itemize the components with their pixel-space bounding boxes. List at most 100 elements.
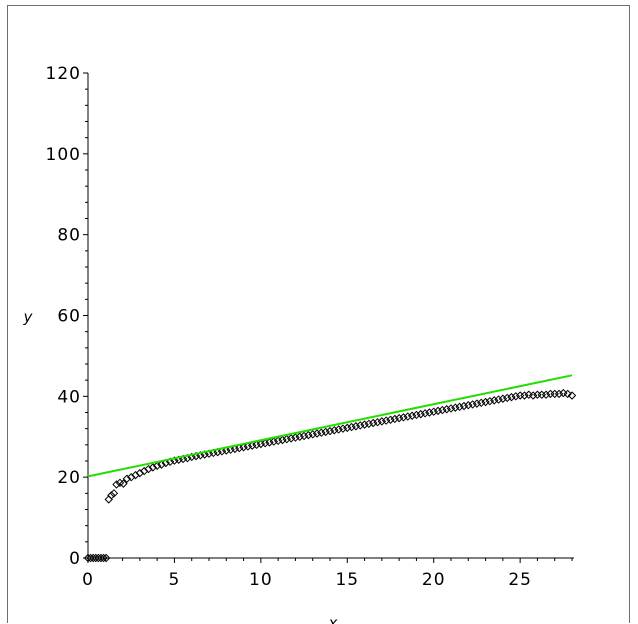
data-point: [119, 479, 128, 488]
data-point: [248, 441, 257, 450]
data-point: [347, 422, 356, 432]
y-tick-label: 40: [57, 387, 81, 407]
y-tick-label: 100: [46, 145, 81, 165]
x-tick-label: 0: [82, 570, 94, 590]
data-point: [144, 464, 153, 474]
data-point: [507, 392, 516, 402]
x-tick-label: 15: [335, 570, 359, 590]
data-point: [260, 439, 270, 448]
data-point: [494, 395, 503, 404]
data-point: [115, 478, 125, 488]
data-point: [459, 401, 469, 411]
data-point: [304, 430, 313, 440]
data-point: [373, 417, 382, 427]
data-point: [239, 443, 248, 452]
data-point: [563, 389, 572, 399]
data-point: [394, 413, 404, 423]
data-point: [550, 389, 559, 399]
data-point: [321, 427, 330, 437]
data-point: [252, 440, 261, 450]
data-point: [256, 439, 266, 449]
data-point: [381, 416, 391, 425]
data-point: [369, 418, 378, 428]
data-point: [109, 489, 119, 498]
data-point: [386, 415, 395, 424]
data-point: [122, 474, 132, 483]
data-point: [161, 458, 170, 468]
data-point: [451, 403, 460, 412]
data-point: [152, 461, 162, 471]
plot-frame: [7, 5, 630, 623]
data-point: [291, 433, 300, 442]
data-point: [446, 404, 456, 413]
x-axis-label: x: [328, 614, 338, 624]
data-point: [554, 389, 564, 399]
data-point: [477, 398, 486, 408]
y-axis-label: y: [23, 308, 34, 326]
data-point: [511, 392, 521, 401]
y-axis-ticks: 0 20 40 60 80 100 120: [46, 64, 88, 569]
data-point: [464, 401, 473, 410]
data-point: [112, 480, 121, 489]
data-point: [403, 412, 412, 421]
data-point: [360, 420, 369, 429]
data-point: [325, 426, 335, 436]
data-point: [338, 424, 348, 433]
data-point: [433, 406, 443, 416]
data-point: [442, 405, 451, 414]
x-axis-ticks: 0 5 10 15 20 25: [82, 558, 573, 590]
y-tick-label: 120: [46, 64, 81, 84]
data-point: [334, 425, 343, 434]
y-tick-label: 60: [57, 307, 81, 327]
data-point: [308, 430, 317, 439]
data-point: [269, 437, 279, 446]
data-point: [490, 396, 499, 405]
data-point: [286, 434, 296, 443]
data-point: [222, 446, 231, 455]
data-point: [343, 423, 352, 433]
x-tick-label: 20: [422, 570, 446, 590]
data-point: [528, 391, 538, 400]
data-point: [390, 414, 400, 424]
data-point: [425, 408, 434, 417]
data-point: [243, 442, 253, 451]
y-tick-label: 0: [69, 549, 81, 569]
data-point: [312, 429, 322, 438]
data-point: [429, 407, 438, 416]
data-point: [377, 417, 387, 426]
data-point: [101, 553, 111, 563]
data-point: [541, 390, 551, 399]
data-point: [157, 460, 166, 469]
data-point: [412, 410, 421, 420]
axes: [85, 73, 574, 559]
data-point: [107, 491, 116, 500]
data-point: [399, 413, 408, 422]
data-point: [295, 432, 304, 441]
data-point: [265, 438, 274, 447]
data-point: [416, 409, 425, 419]
data-point: [282, 434, 291, 444]
data-point: [278, 435, 287, 445]
data-point: [420, 409, 430, 418]
y-tick-label: 20: [57, 468, 81, 488]
data-point: [472, 399, 482, 408]
data-point: [213, 447, 222, 457]
data-point: [567, 391, 577, 400]
data-point: [520, 391, 529, 400]
data-point: [226, 445, 235, 454]
data-point: [299, 431, 309, 441]
data-point: [235, 443, 244, 453]
data-point: [485, 396, 495, 406]
x-tick-label: 25: [508, 570, 532, 590]
data-point: [148, 463, 158, 472]
x-tick-label: 10: [249, 570, 273, 590]
data-point: [209, 448, 218, 458]
data-point: [317, 428, 326, 437]
data-point: [273, 436, 283, 445]
data-point: [537, 390, 546, 399]
data-point: [407, 411, 417, 420]
data-point: [498, 394, 508, 403]
data-point: [468, 400, 477, 409]
data-point: [364, 419, 374, 429]
